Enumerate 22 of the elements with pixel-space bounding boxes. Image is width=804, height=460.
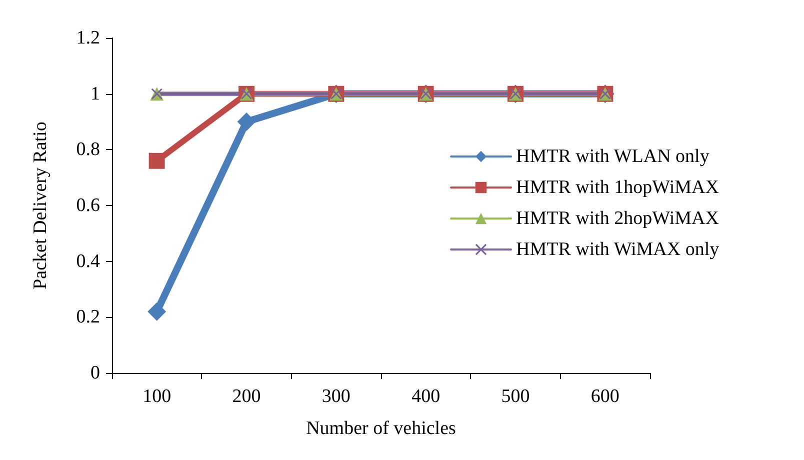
x-axis-title: Number of vehicles [306,418,456,439]
x-tick-label: 500 [501,386,530,407]
y-tick-label: 0.2 [76,306,100,328]
legend-label: HMTR with WiMAX only [516,239,720,260]
point [148,302,166,321]
y-tick-label: 0.6 [76,195,100,216]
y-tick-label: 0.8 [76,139,100,160]
y-tick-label: 0 [90,362,100,384]
x-tick-label: 300 [322,386,350,407]
x-tick-label: 600 [590,386,620,407]
x-tick-label: 400 [412,386,440,407]
point [237,112,256,131]
x-tick-label: 200 [232,386,261,407]
legend-label: HMTR with 2hopWiMAX [516,208,720,229]
y-tick-label: 1 [90,83,100,104]
y-tick-label: 0.4 [76,250,100,272]
point [148,152,165,169]
y-tick-label: 1.2 [76,28,100,48]
x-tick-label: 100 [142,386,172,407]
legend-label: HMTR with WLAN only [516,146,710,167]
legend-label: HMTR with 1hopWiMAX [516,177,720,198]
y-axis-title: Packet Delivery Ratio [30,122,51,290]
